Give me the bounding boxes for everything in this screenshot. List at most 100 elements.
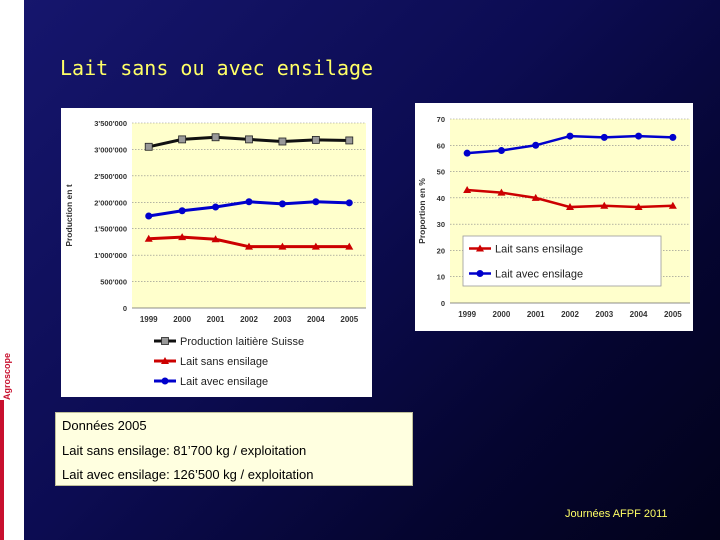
chart1-data-point (178, 135, 187, 144)
chart1-ytick-label: 1'000'000 (94, 251, 127, 260)
notes-line1-label: Lait sans ensilage: (62, 443, 174, 458)
sidebar-accent-bar (0, 400, 4, 540)
chart2-data-point (531, 193, 540, 201)
chart1-data-point (278, 137, 287, 146)
chart1-xtick-label: 2001 (207, 315, 225, 324)
chart2-data-point (635, 132, 643, 140)
chart2-legend-marker (476, 244, 484, 252)
chart2-data-point (600, 133, 608, 141)
chart1-data-point (345, 136, 354, 145)
chart1-xtick-label: 2002 (240, 315, 258, 324)
chart1-y-axis-label: Production en t (64, 184, 74, 247)
production-chart: 0 500'000 1'000'000 1'500'000 2'000'000 2'500… (61, 108, 372, 397)
chart2-data-point (669, 133, 677, 141)
proportion-chart: 0 10 20 30 40 50 60 70 1999 2000 2001 2002 2003 2004 2… (415, 103, 693, 331)
chart2-ytick-label: 20 (437, 246, 445, 255)
chart2-legend-label: Lait avec ensilage (495, 269, 583, 281)
chart2-ytick-label: 30 (437, 220, 445, 229)
chart1-ytick-label: 2'500'000 (94, 172, 127, 181)
chart1-data-point (145, 212, 153, 220)
chart2-data-point (497, 147, 505, 155)
chart1-data-point (345, 199, 353, 207)
chart2-ytick-label: 60 (437, 141, 445, 150)
chart2-data-point (668, 201, 677, 209)
chart1-data-point (345, 242, 354, 250)
chart1-legend-marker (161, 337, 169, 345)
chart2-data-point (634, 203, 643, 211)
chart2-ytick-label: 10 (437, 273, 445, 282)
sidebar-strip: Agroscope (0, 0, 24, 540)
chart1-data-point (178, 207, 186, 215)
chart1-ytick-label: 3'000'000 (94, 145, 127, 154)
agroscope-logo: Agroscope (2, 352, 12, 400)
chart2-xtick-label: 2002 (561, 310, 579, 319)
chart2-data-point (566, 132, 574, 140)
chart2-series-1 (463, 185, 677, 211)
chart1-ytick-label: 500'000 (100, 278, 127, 287)
chart1-legend-label: Production laitière Suisse (180, 336, 304, 348)
notes-line2-label: Lait avec ensilage: (62, 467, 174, 482)
notes-line2-value: 126’500 kg / exploitation (173, 467, 314, 482)
chart1-data-point (245, 242, 253, 250)
chart1-data-point (212, 203, 220, 211)
chart2-ytick-label: 0 (441, 299, 445, 308)
slide-title: Lait sans ou avec ensilage (60, 56, 374, 80)
chart1-data-point (144, 142, 153, 151)
notes-line-avec-ensilage: Lait avec ensilage: 126’500 kg / exploit… (62, 467, 314, 482)
chart1-data-point (278, 242, 287, 250)
chart1-legend-box (148, 330, 326, 392)
chart2-ytick-label: 40 (437, 194, 445, 203)
chart2-xtick-label: 2001 (527, 310, 545, 319)
notes-line-sans-ensilage: Lait sans ensilage: 81’700 kg / exploita… (62, 443, 306, 458)
chart1-legend-marker (161, 377, 169, 385)
chart1-data-point (211, 133, 220, 142)
footer-text: Journées AFPF 2011 (565, 508, 668, 520)
chart2-legend: Lait sans ensilage Lait avec ensilage (462, 235, 662, 287)
chart2-xtick-label: 2005 (664, 310, 682, 319)
chart2-data-point (463, 149, 471, 157)
data-notes-box: Données 2005 Lait sans ensilage: 81’700 … (55, 412, 413, 486)
chart1-data-point (311, 242, 320, 250)
chart1-data-point (144, 234, 153, 242)
chart2-data-point (532, 141, 540, 149)
chart1-xtick-label: 2003 (274, 315, 292, 324)
chart1-data-point (178, 233, 187, 241)
chart1-ytick-label: 2'000'000 (94, 198, 127, 207)
chart2-ytick-label: 50 (437, 168, 445, 177)
chart2-legend-box (462, 235, 662, 287)
chart1-xtick-label: 2005 (340, 315, 358, 324)
chart1-data-point (245, 135, 253, 144)
chart1-series-2 (144, 233, 354, 250)
chart1-xtick-label: 2000 (173, 315, 191, 324)
chart1-ytick-label: 0 (123, 304, 127, 313)
chart2-ytick-label: 70 (437, 115, 445, 124)
chart1-xtick-label: 1999 (140, 315, 158, 324)
chart1-data-point (245, 198, 253, 206)
chart2-data-point (600, 201, 609, 209)
chart2-data-point (497, 188, 506, 196)
chart1-series-3 (145, 198, 353, 220)
chart1-data-point (278, 200, 286, 208)
chart2-xtick-label: 2003 (595, 310, 613, 319)
chart2-y-axis-label: Proportion en % (417, 178, 427, 244)
chart1-legend: Production laitière Suisse Lait sans ensi… (148, 330, 326, 392)
chart1-series-1 (144, 133, 354, 151)
chart1-data-point (211, 235, 220, 243)
chart1-xtick-label: 2004 (307, 315, 325, 324)
chart1-legend-label: Lait avec ensilage (180, 376, 268, 388)
chart2-data-point (463, 185, 472, 193)
chart1-data-point (311, 136, 320, 144)
chart2-series-2 (463, 132, 677, 157)
chart2-xtick-label: 2004 (630, 310, 648, 319)
chart1-legend-label: Lait sans ensilage (180, 356, 268, 368)
notes-line1-value: 81’700 kg / exploitation (173, 443, 307, 458)
chart2-xtick-label: 1999 (458, 310, 476, 319)
chart1-legend-marker (161, 357, 169, 364)
chart1-ytick-label: 1'500'000 (94, 225, 127, 234)
chart1-data-point (312, 198, 320, 206)
proportion-chart-svg: 0 10 20 30 40 50 60 70 1999 2000 2001 2002 2003 2004 2… (417, 115, 690, 319)
notes-heading: Données 2005 (62, 418, 147, 433)
chart1-plot-area (132, 123, 366, 308)
chart2-xtick-label: 2000 (493, 310, 511, 319)
chart1-ytick-label: 3'500'000 (94, 119, 127, 128)
